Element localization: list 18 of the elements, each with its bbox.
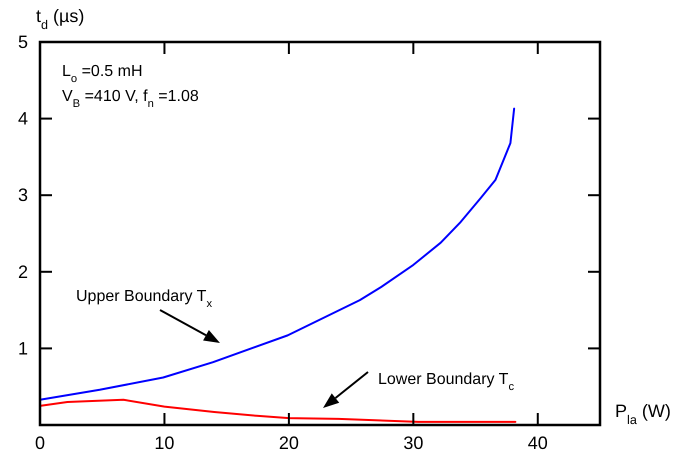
annotation: L$_{o}$ =0.5 mH: [62, 63, 142, 85]
x-tick-label: 30: [403, 433, 424, 453]
y-tick-label: 4: [18, 108, 28, 129]
x-tick-label: 40: [528, 433, 548, 453]
y-tick-label: 2: [18, 262, 28, 282]
y-axis-title: t$_{d}$ (µs): [36, 6, 84, 32]
y-tick-label: 3: [18, 185, 28, 206]
y-tick-label: 1: [18, 338, 28, 358]
annotation: Upper Boundary T$_{x}$: [76, 288, 212, 310]
line-series: [39, 108, 516, 401]
x-tick-label: 20: [278, 433, 299, 453]
x-axis-title: P$_{la}$ (W): [615, 401, 671, 427]
annotation: V$_{B}$ =410 V, f$_{n}$ =1.08: [62, 88, 199, 110]
annotation: Lower Boundary T$_{c}$: [378, 371, 514, 393]
x-tick-label: 10: [154, 433, 174, 453]
line-series: [39, 398, 516, 423]
y-tick-label: 5: [18, 32, 28, 52]
x-tick-label: 0: [34, 433, 46, 453]
